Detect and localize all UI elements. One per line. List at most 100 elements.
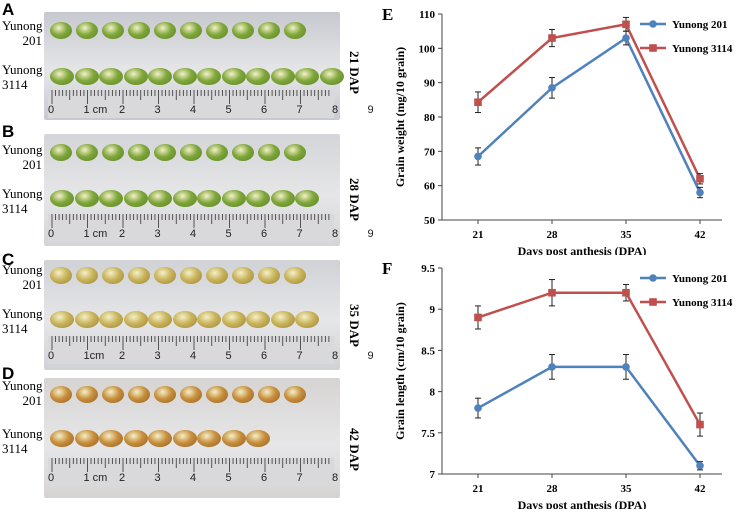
x-tick-label: 42 — [695, 229, 707, 241]
photo-panel-b: B Yunong 201 Yunong 3114 28 DAP 0 1 cm 2 3 4… — [0, 122, 374, 250]
ruler-number: 2 — [119, 104, 126, 116]
grain — [154, 267, 176, 284]
grain — [221, 190, 246, 207]
x-tick-label: 35 — [621, 483, 633, 495]
ruler-number: 7 — [296, 104, 303, 116]
grain — [148, 430, 172, 447]
grain — [319, 68, 344, 85]
grain — [50, 386, 72, 403]
ruler-number: 6 — [261, 350, 268, 362]
variety-label-top: Yunong 201 — [2, 262, 43, 292]
grain — [270, 190, 295, 207]
ruler-number: 4 — [190, 104, 197, 116]
photo-panel-d: D Yunong 201 Yunong 3114 42 DAP 0 1 cm 2 3 4… — [0, 364, 365, 500]
data-point — [474, 404, 482, 412]
panel-label: D — [2, 364, 15, 383]
chart-f-svg: F 7 7.5 8 8.5 9 9.5 21 28 35 42 Days post anthesis … — [382, 259, 733, 512]
y-tick-label: 7.5 — [421, 428, 435, 440]
ruler: 0 1cm 2 3 4 5 6 7 8 9 — [48, 336, 374, 364]
ruler-number: 7 — [296, 350, 303, 362]
legend-label: Yunong 201 — [672, 273, 728, 285]
x-tick-label: 42 — [695, 483, 707, 495]
ruler-number: 3 — [154, 228, 161, 240]
grain — [232, 144, 254, 161]
y-tick-label: 7 — [430, 469, 436, 481]
panel-label: F — [382, 259, 392, 278]
series-line-0 — [477, 365, 702, 467]
grain — [99, 190, 123, 207]
y-tick-label: 9 — [430, 304, 436, 316]
ruler-number: 6 — [261, 472, 268, 484]
grain — [128, 386, 150, 403]
grain — [123, 190, 148, 207]
data-point — [474, 152, 482, 161]
ruler-number: 5 — [225, 104, 232, 116]
grain — [246, 311, 270, 328]
grain — [206, 22, 228, 39]
ruler-number: 4 — [190, 350, 197, 362]
grain — [270, 68, 295, 85]
grain — [74, 190, 99, 207]
legend-marker — [649, 20, 657, 28]
panel-label: E — [382, 5, 393, 24]
grain — [295, 190, 319, 207]
data-point — [622, 20, 630, 29]
grain — [246, 430, 270, 447]
ruler: 0 1 cm 2 3 4 5 6 7 8 9 — [48, 90, 374, 118]
variety-label-bottom: Yunong 3114 — [2, 306, 43, 336]
grain — [128, 267, 150, 284]
grain — [76, 144, 98, 161]
series-line-0 — [477, 36, 702, 194]
grain — [270, 311, 295, 328]
legend-label: Yunong 3114 — [672, 297, 733, 309]
grain — [50, 22, 72, 39]
grain — [197, 430, 221, 447]
grain — [258, 22, 280, 39]
grain — [154, 386, 176, 403]
grain — [258, 144, 280, 161]
ruler-number: 8 — [332, 472, 339, 484]
ruler-number: 1 cm — [83, 472, 108, 484]
grain — [221, 311, 246, 328]
grain — [50, 267, 72, 284]
y-tick-label: 70 — [424, 146, 436, 158]
grain — [232, 386, 254, 403]
x-axis-label: Days post anthesis (DPA) — [518, 498, 647, 509]
grain — [128, 144, 150, 161]
grain — [102, 22, 124, 39]
ruler-number: 3 — [154, 104, 161, 116]
ruler-number: 2 — [119, 350, 126, 362]
dap-label: 28 DAP — [347, 178, 362, 221]
y-tick-label: 8 — [430, 387, 436, 399]
data-point — [622, 34, 630, 42]
ruler-number: 2 — [119, 228, 126, 240]
x-axis-label: Days post anthesis (DPA) — [518, 244, 647, 255]
ruler-number: 1cm — [83, 350, 105, 362]
data-point — [548, 363, 556, 371]
grain — [284, 267, 306, 284]
grain — [148, 190, 172, 207]
y-tick-label: 80 — [424, 112, 436, 124]
grain — [123, 311, 148, 328]
grain — [154, 144, 176, 161]
grain — [197, 190, 221, 207]
grain — [197, 311, 221, 328]
ruler-number: 5 — [225, 350, 232, 362]
grain — [284, 144, 306, 161]
data-point — [548, 84, 556, 92]
data-point — [696, 175, 704, 183]
ruler-number: 4 — [190, 228, 197, 240]
ruler-number: 8 — [332, 350, 339, 362]
chart-e-svg: E 50 60 70 80 90 100 110 21 28 35 42 Days post anthe… — [382, 5, 733, 258]
y-tick-label: 100 — [419, 43, 436, 55]
grain — [50, 190, 74, 207]
x-tick-label: 21 — [473, 229, 484, 241]
x-tick-label: 28 — [547, 229, 559, 241]
grain — [180, 386, 202, 403]
data-point — [696, 188, 704, 197]
y-tick-label: 50 — [424, 215, 436, 227]
grain — [221, 430, 246, 447]
grain — [180, 267, 202, 284]
grain — [76, 386, 98, 403]
y-axis-label: Grain weight (mg/10 grain) — [393, 47, 407, 187]
